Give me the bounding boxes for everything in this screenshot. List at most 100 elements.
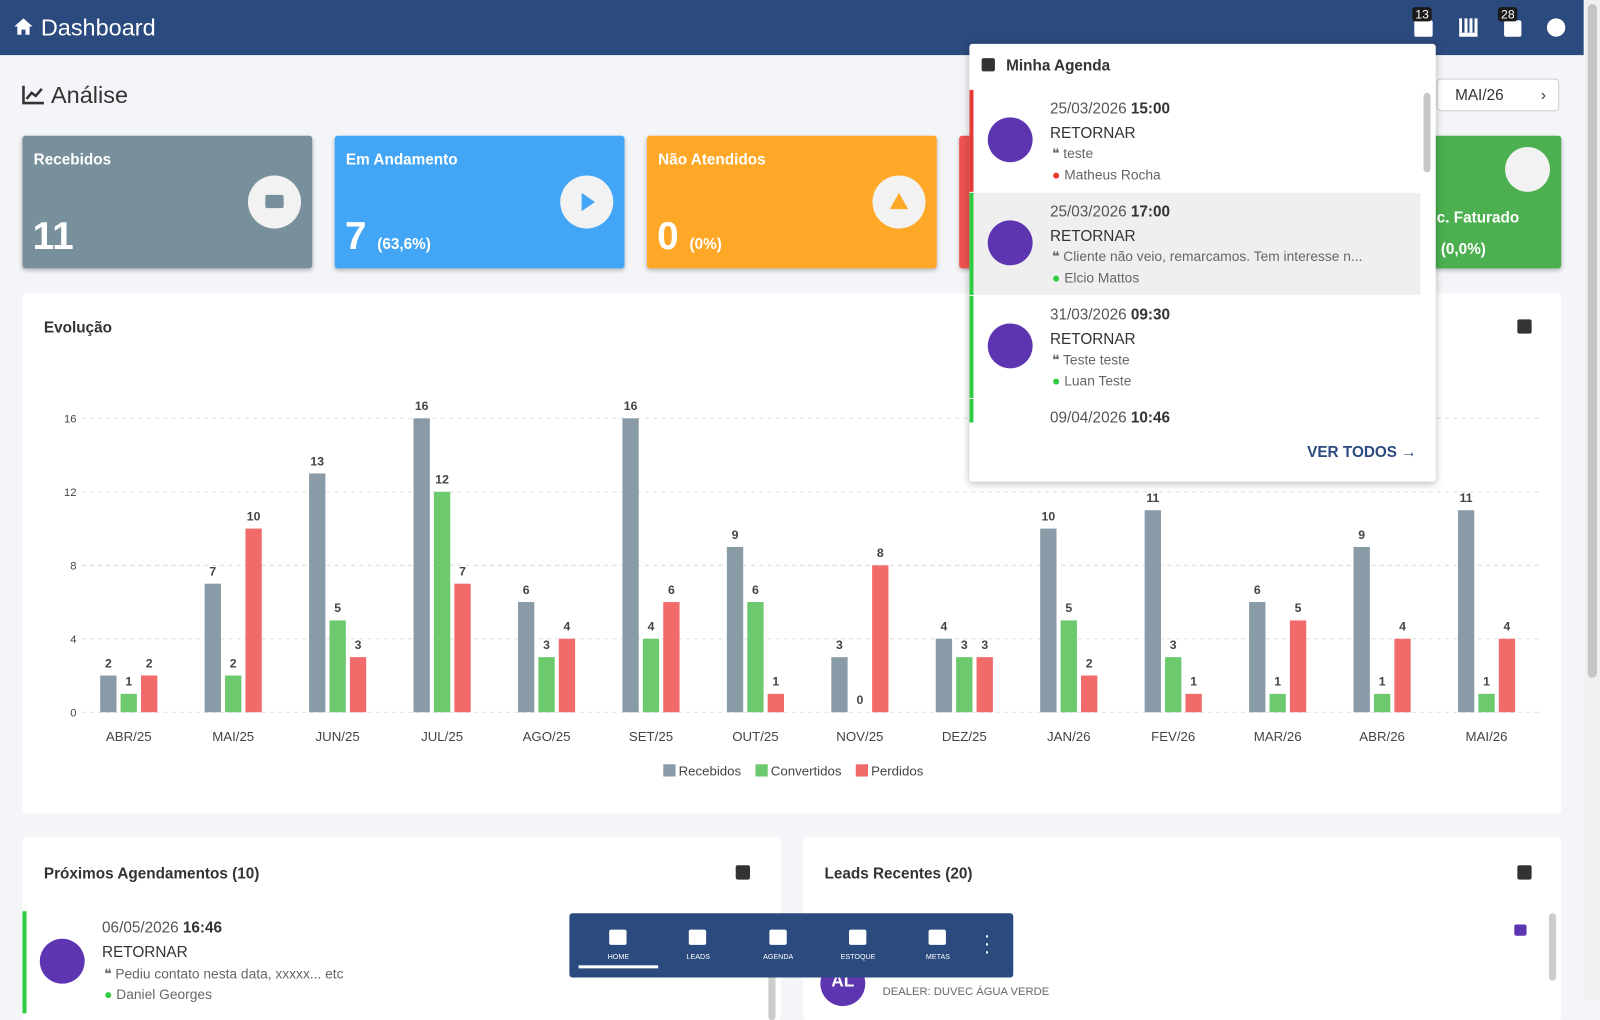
card-icon xyxy=(247,175,302,229)
nav-icon[interactable] xyxy=(609,929,627,945)
bar xyxy=(140,675,158,713)
person: ● Daniel Georges xyxy=(104,986,212,1003)
data-label: 1 xyxy=(1274,675,1281,689)
calendar-icon[interactable] xyxy=(1514,924,1527,936)
time: 17:00 xyxy=(1130,203,1171,221)
data-label: 4 xyxy=(1399,620,1406,634)
avatar xyxy=(987,117,1033,163)
card-title: Em Andamento xyxy=(345,151,458,169)
note: ❝ Teste teste xyxy=(1052,352,1130,368)
bar xyxy=(1478,693,1495,713)
badge: 28 xyxy=(1497,7,1518,22)
data-label: 6 xyxy=(752,583,759,597)
stat-card[interactable]: Não Atendidos 0 (0%) xyxy=(646,135,937,269)
chart-icon xyxy=(22,85,44,105)
expand-button[interactable] xyxy=(1517,865,1532,880)
stat-card[interactable]: Em Andamento 7 (63,6%) xyxy=(334,135,625,269)
bar xyxy=(1457,510,1475,713)
y-tick-label: 16 xyxy=(64,413,76,425)
agenda-item[interactable]: 25/03/2026 17:00 RETORNAR ❝ Cliente não ve… xyxy=(969,192,1421,295)
status-dot: ● xyxy=(1052,167,1061,183)
period-selector[interactable]: MAI/26 › xyxy=(1436,78,1560,112)
data-label: 0 xyxy=(856,693,863,707)
x-tick-label: JAN/26 xyxy=(1047,729,1090,744)
type: RETORNAR xyxy=(1049,227,1136,245)
avatar xyxy=(39,938,85,984)
bar xyxy=(1060,620,1077,713)
data-label: 1 xyxy=(1190,675,1197,689)
bar xyxy=(726,546,744,713)
bar xyxy=(663,602,680,713)
data-label: 2 xyxy=(1086,656,1093,670)
x-tick-label: ABR/26 xyxy=(1359,729,1405,744)
legend-swatch xyxy=(755,764,768,777)
note: ❝ teste xyxy=(1052,145,1094,162)
data-label: 7 xyxy=(209,565,216,579)
legend-label: Perdidos xyxy=(871,764,924,779)
scrollbar xyxy=(1423,92,1431,173)
bar xyxy=(225,675,242,713)
home-icon xyxy=(14,18,33,35)
bar xyxy=(1185,693,1202,713)
bar xyxy=(1498,638,1516,713)
bar xyxy=(349,657,367,713)
nav-icon[interactable] xyxy=(848,929,867,945)
date-line: 31/03/2026 09:30 xyxy=(1050,306,1170,323)
bar xyxy=(538,657,555,713)
date: 09/04/2026 xyxy=(1049,409,1127,423)
data-label: 5 xyxy=(1295,601,1302,615)
calendar-x-icon[interactable] xyxy=(1504,20,1522,37)
nav-label: ESTOQUE xyxy=(840,954,876,962)
agenda-item[interactable]: 25/03/2026 15:00 RETORNAR ❝ teste ● Matheus… xyxy=(969,89,1421,192)
legend-label: Convertidos xyxy=(771,764,842,779)
active-indicator xyxy=(578,965,659,969)
legend-label: Recebidos xyxy=(679,764,742,779)
agenda-item[interactable]: 31/03/2026 09:30 RETORNAR ❝ Teste teste ● L… xyxy=(969,295,1421,398)
see-all-link[interactable]: VER TODOS → xyxy=(1307,443,1417,462)
badge: 13 xyxy=(1412,7,1432,22)
data-label: 4 xyxy=(564,620,571,634)
chart: 0481216ABR/25212MAI/257210JUN/251353JUL/… xyxy=(64,399,1539,779)
agenda-item[interactable]: 09/04/2026 10:46 xyxy=(969,398,1421,423)
building-icon[interactable] xyxy=(1459,18,1478,37)
y-tick-label: 0 xyxy=(70,707,76,719)
nav-icon[interactable] xyxy=(928,929,947,945)
data-label: 3 xyxy=(961,638,968,652)
data-label: 1 xyxy=(1483,675,1490,689)
expand-button[interactable] xyxy=(1517,319,1532,334)
bar xyxy=(558,638,576,713)
card-title: Não Atendidos xyxy=(658,151,766,169)
bar xyxy=(767,693,785,713)
agenda-popup: Minha Agenda 25/03/2026 15:00 RETORNAR ❝ t… xyxy=(969,43,1436,482)
note: ❝ Cliente não veio, remarcamos. Tem inte… xyxy=(1052,248,1363,265)
user-icon[interactable] xyxy=(1546,18,1566,37)
x-tick-label: SET/25 xyxy=(629,729,673,744)
popup-title: Minha Agenda xyxy=(1006,57,1111,75)
nav-icon[interactable] xyxy=(689,929,707,945)
bar xyxy=(1165,657,1182,713)
bar xyxy=(1289,620,1307,713)
note-text: Cliente não veio, remarcamos. Tem intere… xyxy=(1063,248,1363,265)
app-title: Dashboard xyxy=(40,14,156,41)
more-button[interactable]: · · · xyxy=(983,924,991,964)
expand-button[interactable] xyxy=(735,865,750,880)
person: ● Matheus Rocha xyxy=(1052,167,1161,182)
calendar-icon[interactable] xyxy=(1414,20,1433,37)
data-label: 7 xyxy=(459,565,466,579)
data-label: 10 xyxy=(1042,509,1056,523)
x-tick-label: MAR/26 xyxy=(1254,729,1302,744)
type: RETORNAR xyxy=(1049,330,1136,348)
card-icon xyxy=(560,175,614,229)
data-label: 1 xyxy=(772,675,779,689)
stat-card[interactable]: Recebidos 11 xyxy=(22,135,313,269)
data-label: 16 xyxy=(415,399,429,413)
data-label: 6 xyxy=(523,583,530,597)
nav-icon[interactable] xyxy=(768,929,787,945)
data-label: 16 xyxy=(624,399,638,413)
date-line: 25/03/2026 15:00 xyxy=(1050,100,1170,117)
x-tick-label: OUT/25 xyxy=(732,729,778,744)
legend-swatch xyxy=(663,764,676,777)
date: 06/05/2026 xyxy=(102,919,179,937)
bar xyxy=(642,638,660,713)
nav-label: HOME xyxy=(607,954,630,962)
